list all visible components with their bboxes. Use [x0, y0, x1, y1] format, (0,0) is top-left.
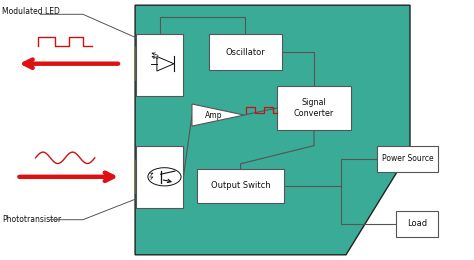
- Polygon shape: [157, 56, 174, 71]
- FancyBboxPatch shape: [277, 86, 351, 130]
- Text: Power Source: Power Source: [382, 154, 433, 163]
- FancyBboxPatch shape: [209, 34, 282, 70]
- Text: Amp: Amp: [205, 110, 222, 120]
- FancyBboxPatch shape: [136, 146, 183, 208]
- Wedge shape: [136, 47, 167, 81]
- Text: Output Switch: Output Switch: [211, 181, 270, 190]
- Wedge shape: [136, 160, 167, 194]
- FancyBboxPatch shape: [136, 34, 183, 96]
- FancyBboxPatch shape: [197, 169, 284, 203]
- Text: Phototransistor: Phototransistor: [2, 215, 62, 224]
- Text: Signal
Converter: Signal Converter: [294, 98, 334, 118]
- FancyBboxPatch shape: [396, 211, 438, 237]
- Polygon shape: [135, 5, 410, 255]
- Text: Load: Load: [407, 219, 427, 228]
- Polygon shape: [192, 104, 244, 126]
- FancyBboxPatch shape: [377, 146, 438, 172]
- Text: Modulated LED: Modulated LED: [2, 7, 60, 16]
- Text: Oscillator: Oscillator: [226, 48, 265, 56]
